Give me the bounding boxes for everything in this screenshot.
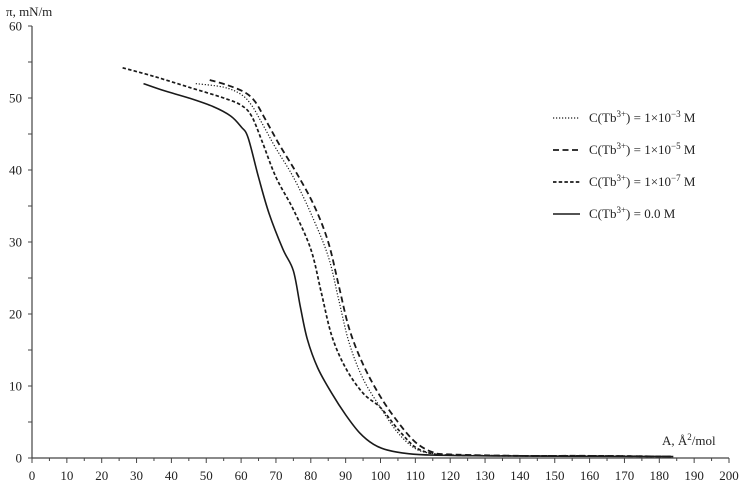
series-line-solid — [143, 82, 674, 458]
x-tick-label: 150 — [545, 468, 565, 483]
axes: 0 10 20 30 40 50 60 0 10 20 30 40 50 60 70 80 90 100 110 12… — [9, 19, 739, 484]
y-tick-label: 10 — [9, 379, 22, 394]
x-tick-label: 200 — [719, 468, 739, 483]
x-tick-label: 160 — [580, 468, 600, 483]
x-tick-label: 190 — [684, 468, 704, 483]
x-tick-label: 50 — [200, 468, 213, 483]
legend-label: C(Tb3+) = 1×10−5 M — [589, 141, 696, 157]
legend: C(Tb3+) = 1×10−3 M C(Tb3+) = 1×10−5 M C(Tb… — [553, 109, 696, 221]
series-group — [122, 66, 674, 458]
x-tick-label: 10 — [60, 468, 73, 483]
x-axis-title: A, Å2/mol — [662, 432, 716, 448]
series-line-dotted — [195, 83, 674, 458]
x-tick-label: 20 — [95, 468, 108, 483]
x-tick-label: 70 — [269, 468, 282, 483]
y-tick-label: 0 — [16, 451, 23, 466]
legend-label: C(Tb3+) = 1×10−7 M — [589, 173, 696, 189]
legend-label: C(Tb3+) = 0.0 M — [589, 205, 676, 221]
y-tick-label: 30 — [9, 235, 22, 250]
series-line-dashed-short — [122, 66, 674, 458]
y-axis-title: π, mN/m — [6, 4, 52, 19]
x-tick-label: 90 — [339, 468, 352, 483]
y-tick-label: 20 — [9, 307, 22, 322]
x-tick-label: 110 — [406, 468, 425, 483]
x-tick-label: 40 — [165, 468, 178, 483]
x-tick-label: 30 — [130, 468, 143, 483]
x-tick-label: 0 — [29, 468, 36, 483]
x-tick-label: 130 — [475, 468, 495, 483]
series-line-dashed-long — [209, 79, 674, 458]
y-tick-label: 40 — [9, 163, 22, 178]
y-tick-label: 50 — [9, 91, 22, 106]
x-tick-label: 180 — [650, 468, 670, 483]
x-tick-label: 60 — [235, 468, 248, 483]
x-tick-label: 120 — [440, 468, 460, 483]
x-tick-label: 140 — [510, 468, 530, 483]
x-tick-label: 170 — [615, 468, 635, 483]
x-tick-label: 100 — [371, 468, 391, 483]
y-tick-label: 60 — [9, 19, 22, 34]
legend-label: C(Tb3+) = 1×10−3 M — [589, 109, 696, 125]
x-tick-label: 80 — [304, 468, 317, 483]
